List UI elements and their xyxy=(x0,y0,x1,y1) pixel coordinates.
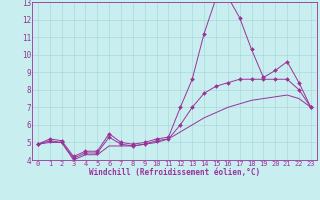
X-axis label: Windchill (Refroidissement éolien,°C): Windchill (Refroidissement éolien,°C) xyxy=(89,168,260,177)
